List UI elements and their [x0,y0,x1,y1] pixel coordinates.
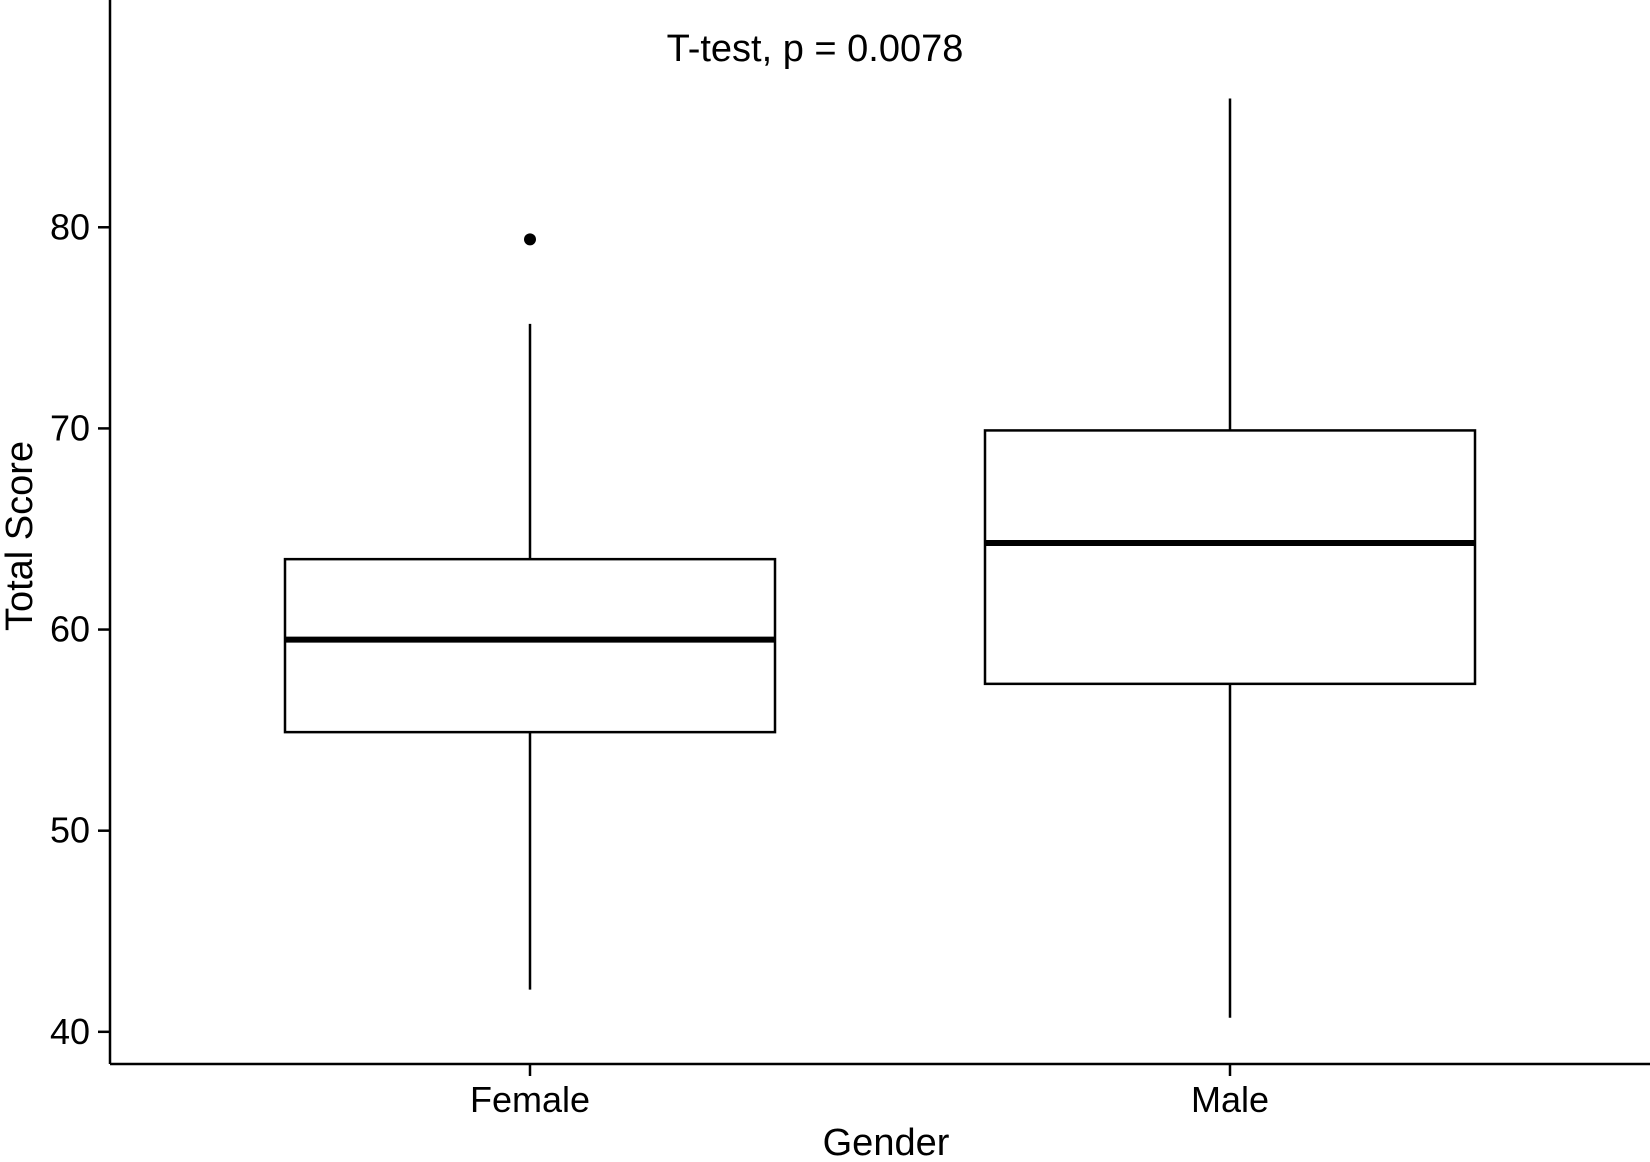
y-tick-label: 80 [50,206,90,247]
x-tick-label: Male [1191,1079,1269,1120]
outlier-point [524,233,536,246]
boxes [283,98,1477,1018]
iqr-box [983,429,1477,686]
y-tick-label: 60 [50,609,90,650]
y-ticks: 40 50 60 70 80 [50,206,110,1052]
x-axis-title: Gender [823,1122,950,1162]
box-group-male [983,98,1477,1018]
iqr-box [283,557,777,734]
y-tick-label: 50 [50,810,90,851]
x-tick-label: Female [470,1079,590,1120]
axes [108,0,1650,1066]
y-tick-label: 70 [50,407,90,448]
t-test-annotation: T-test, p = 0.0078 [667,28,964,70]
box-group-female [283,233,777,990]
y-axis-title: Total Score [0,441,41,631]
y-tick-label: 40 [50,1011,90,1052]
x-ticks: Female Male [470,1064,1269,1120]
